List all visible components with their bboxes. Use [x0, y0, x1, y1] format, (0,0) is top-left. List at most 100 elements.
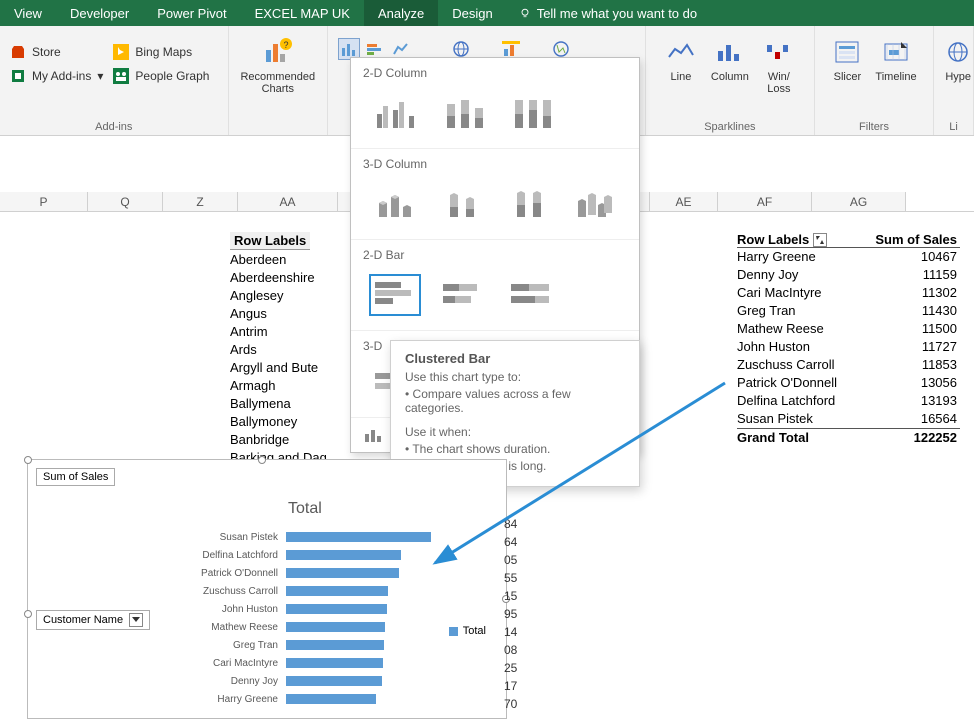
bing-icon	[113, 44, 129, 60]
sparkline-column-label: Column	[711, 71, 749, 83]
column-header[interactable]: AF	[718, 192, 812, 211]
bar-row[interactable]: Greg Tran	[178, 636, 458, 654]
pivot-row[interactable]: Denny Joy11159	[737, 266, 960, 284]
sparkline-column-button[interactable]: Column	[711, 36, 749, 119]
pivot-row[interactable]: Greg Tran11430	[737, 302, 960, 320]
bar-row[interactable]: Cari MacIntyre	[178, 654, 458, 672]
chart-filter-button[interactable]: Customer Name	[36, 610, 150, 630]
recommended-charts-label: Recommended Charts	[240, 71, 315, 95]
stacked100-bar-thumb[interactable]	[505, 274, 557, 316]
sparkline-winloss-button[interactable]: Win/ Loss	[763, 36, 795, 119]
stacked100-column-thumb[interactable]	[505, 92, 557, 134]
clustered-bar-thumb[interactable]	[369, 274, 421, 316]
bar-row[interactable]: Mathew Reese	[178, 618, 458, 636]
bar-row[interactable]: Denny Joy	[178, 672, 458, 690]
bar-row[interactable]: Patrick O'Donnell	[178, 564, 458, 582]
column-header[interactable]: Z	[163, 192, 238, 211]
more-charts-icon	[363, 426, 383, 444]
resize-handle[interactable]	[258, 456, 266, 464]
store-button[interactable]: Store	[8, 42, 105, 62]
grand-total-label: Grand Total	[737, 429, 857, 447]
tell-me-search[interactable]: Tell me what you want to do	[507, 6, 697, 21]
tell-me-label: Tell me what you want to do	[537, 6, 697, 21]
clustered-column-thumb[interactable]	[369, 92, 421, 134]
filter-label: Customer Name	[43, 614, 123, 626]
pivot2-h2[interactable]: Sum of Sales	[857, 232, 957, 247]
column-header[interactable]: AA	[238, 192, 338, 211]
chart-legend[interactable]: Total	[449, 625, 486, 637]
3d-column-thumb[interactable]	[570, 183, 621, 225]
bar-row[interactable]: John Huston	[178, 600, 458, 618]
filter-dropdown-icon[interactable]	[129, 613, 143, 627]
bar-row[interactable]: Delfina Latchford	[178, 546, 458, 564]
hyperlink-button[interactable]: Hype	[942, 36, 974, 119]
resize-handle[interactable]	[24, 610, 32, 618]
sparkline-line-label: Line	[671, 71, 692, 83]
pivot-row[interactable]: Banbridge	[230, 431, 327, 449]
resize-handle[interactable]	[24, 456, 32, 464]
sort-filter-icon[interactable]	[813, 233, 827, 247]
tab-design[interactable]: Design	[438, 0, 506, 26]
timeline-button[interactable]: Timeline	[875, 36, 916, 119]
chart-plot-area[interactable]: Susan PistekDelfina LatchfordPatrick O'D…	[178, 528, 458, 708]
column-header[interactable]: AE	[650, 192, 718, 211]
pivot-row[interactable]: Ballymoney	[230, 413, 327, 431]
pivot-row[interactable]: Angus	[230, 305, 327, 323]
column-header[interactable]: P	[0, 192, 88, 211]
tab-analyze[interactable]: Analyze	[364, 0, 438, 26]
pivot-row[interactable]: Aberdeen	[230, 251, 327, 269]
pivot-row[interactable]: Anglesey	[230, 287, 327, 305]
pivot1-header[interactable]: Row Labels	[230, 232, 310, 250]
peoplegraph-button[interactable]: People Graph	[111, 66, 211, 86]
bingmaps-button[interactable]: Bing Maps	[111, 42, 211, 62]
pivot-row[interactable]: Harry Greene10467	[737, 248, 960, 266]
column-header[interactable]: AG	[812, 192, 906, 211]
pivot-row[interactable]: Ards	[230, 341, 327, 359]
3d-clustered-column-thumb[interactable]	[369, 183, 420, 225]
pivot-row[interactable]: Armagh	[230, 377, 327, 395]
pivot-row[interactable]: Argyll and Bute	[230, 359, 327, 377]
tab-powerpivot[interactable]: Power Pivot	[143, 0, 240, 26]
ribbon-group-links: Hype Li	[934, 26, 974, 135]
sparkline-column-icon	[714, 36, 746, 68]
column-header[interactable]: Q	[88, 192, 163, 211]
pivot-row[interactable]: John Huston11727	[737, 338, 960, 356]
sparkline-line-button[interactable]: Line	[665, 36, 697, 119]
pivot-row[interactable]: Aberdeenshire	[230, 269, 327, 287]
tab-view[interactable]: View	[0, 0, 56, 26]
myaddins-button[interactable]: My Add-ins ▾	[8, 66, 105, 86]
bingmaps-label: Bing Maps	[135, 45, 192, 59]
section-2d-bar: 2-D Bar	[351, 240, 639, 268]
pivot-table-left[interactable]: Row Labels AberdeenAberdeenshireAnglesey…	[230, 232, 327, 467]
3d-stacked100-column-thumb[interactable]	[503, 183, 554, 225]
pivot-row[interactable]: Patrick O'Donnell13056	[737, 374, 960, 392]
bar-row[interactable]: Harry Greene	[178, 690, 458, 708]
slicer-button[interactable]: Slicer	[831, 36, 863, 119]
pivot-row[interactable]: Susan Pistek16564	[737, 410, 960, 428]
pivot-row[interactable]: Zuschuss Carroll11853	[737, 356, 960, 374]
pivot-row[interactable]: Delfina Latchford13193	[737, 392, 960, 410]
chart-title[interactable]: Total	[288, 500, 322, 518]
group-label-links: Li	[942, 119, 965, 135]
tab-excelmap[interactable]: EXCEL MAP UK	[241, 0, 364, 26]
pivot-row[interactable]: Cari MacIntyre11302	[737, 284, 960, 302]
stacked-column-thumb[interactable]	[437, 92, 489, 134]
pivot-row[interactable]: Ballymena	[230, 395, 327, 413]
ribbon-group-filters: Slicer Timeline Filters	[815, 26, 934, 135]
bar-row[interactable]: Susan Pistek	[178, 528, 458, 546]
section-3d-column: 3-D Column	[351, 149, 639, 177]
pivot-row[interactable]: Antrim	[230, 323, 327, 341]
stacked-bar-thumb[interactable]	[437, 274, 489, 316]
bar-row[interactable]: Zuschuss Carroll	[178, 582, 458, 600]
chart-field-button[interactable]: Sum of Sales	[36, 468, 115, 486]
3d-stacked-column-thumb[interactable]	[436, 183, 487, 225]
group-label-filters: Filters	[823, 119, 925, 135]
tab-developer[interactable]: Developer	[56, 0, 143, 26]
legend-label: Total	[463, 625, 486, 637]
ribbon-group-addins: Store My Add-ins ▾ Bing Maps People Grap…	[0, 26, 229, 135]
pivot-table-right[interactable]: Row Labels Sum of Sales Harry Greene1046…	[737, 232, 960, 447]
pivot2-h1[interactable]: Row Labels	[737, 232, 809, 247]
pivot-row[interactable]: Mathew Reese11500	[737, 320, 960, 338]
recommended-charts-button[interactable]: ? Recommended Charts	[240, 36, 315, 131]
annotation-arrow	[425, 375, 735, 585]
